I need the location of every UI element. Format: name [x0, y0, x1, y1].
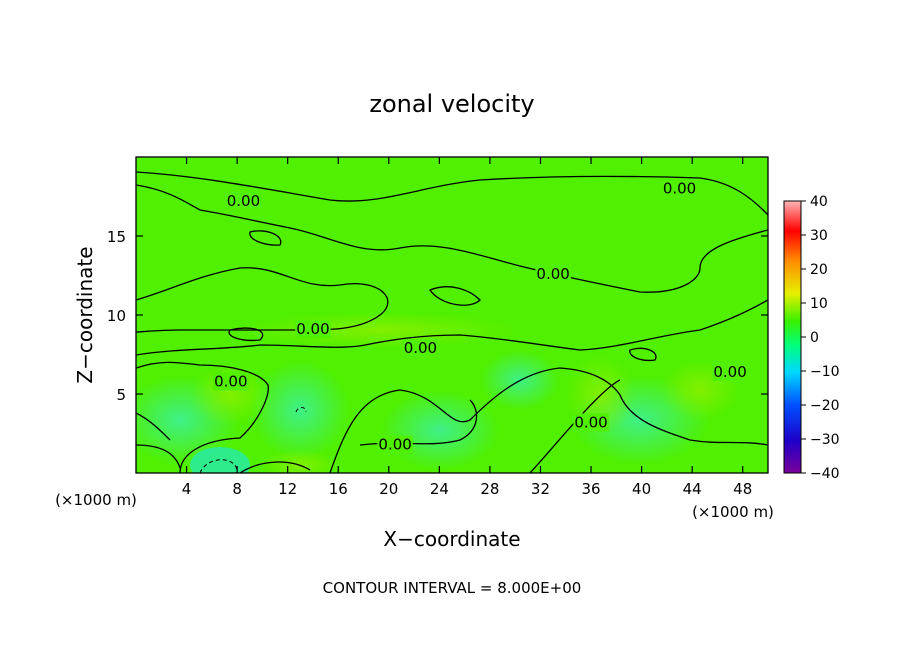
colorbar-tick-label: −30	[810, 432, 840, 448]
x-tick-label: 28	[480, 480, 499, 498]
contour-label: 0.00	[663, 180, 696, 198]
contour-label-bg	[712, 362, 748, 381]
y-tick-label: 5	[116, 386, 126, 404]
contour-label-bg	[402, 339, 439, 358]
contour-label: 0.00	[214, 372, 247, 390]
x-tick-label: 44	[683, 480, 702, 498]
x-tick-label: 32	[531, 480, 550, 498]
y-axis: 5 10 15	[107, 228, 768, 404]
x-unit-label-left: (×1000 m)	[55, 491, 137, 509]
contour-label-bg	[213, 372, 249, 391]
contour-label-bg	[225, 192, 262, 211]
colorbar-tick-label: −10	[810, 364, 840, 380]
x-axis-label: X−coordinate	[383, 527, 520, 551]
contour-label: 0.00	[296, 320, 329, 338]
colorbar-tick-label: 20	[810, 262, 828, 278]
contour-label-bg	[295, 320, 331, 339]
x-tick-label: 8	[232, 480, 242, 498]
colorbar-tick-label: 10	[810, 296, 828, 312]
chart-title: zonal velocity	[369, 90, 534, 118]
contour-label: 0.00	[227, 192, 260, 210]
x-tick-label: 48	[733, 480, 752, 498]
x-axis: 4 8 12 16 20 24 28 32 36 40 44 48	[182, 157, 752, 498]
negative-contour	[295, 407, 307, 413]
x-tick-label: 12	[278, 480, 297, 498]
x-unit-label-right: (×1000 m)	[692, 503, 774, 521]
velocity-field	[136, 157, 768, 473]
contour-labels: 0.00 0.00 0.00 0.00 0.00 0.00 0.00 0.00 0.00	[213, 179, 748, 454]
x-tick-label: 36	[581, 480, 600, 498]
contour-label: 0.00	[536, 265, 569, 283]
contour-label-bg	[377, 435, 413, 454]
colorbar-tick-label: 40	[810, 194, 828, 210]
x-tick-label: 16	[329, 480, 348, 498]
contour-interval-note: CONTOUR INTERVAL = 8.000E+00	[323, 579, 582, 597]
negative-contour	[199, 459, 238, 473]
colorbar-tick-label: 30	[810, 228, 828, 244]
contour-label: 0.00	[574, 413, 607, 431]
colorbar-tick-label: −40	[810, 466, 840, 482]
contour-label-bg	[535, 264, 571, 283]
contour-label: 0.00	[713, 363, 746, 381]
contour-label: 0.00	[378, 436, 411, 454]
colorbar	[783, 200, 802, 474]
contour-label: 0.00	[404, 339, 437, 357]
colorbar-tick-label: −20	[810, 398, 840, 414]
y-tick-label: 10	[107, 307, 126, 325]
colorbar-ticks: 40 30 20 10 0 −10 −20 −30 −40	[801, 194, 840, 482]
y-tick-label: 15	[107, 228, 126, 246]
contour-label-bg	[661, 179, 698, 198]
x-tick-label: 4	[182, 480, 192, 498]
contour-label-bg	[573, 413, 609, 432]
colorbar-tick-label: 0	[810, 330, 819, 346]
x-tick-label: 20	[379, 480, 398, 498]
y-axis-label: Z−coordinate	[73, 246, 97, 383]
contour-lines	[136, 171, 768, 473]
x-tick-label: 40	[632, 480, 651, 498]
x-tick-label: 24	[430, 480, 449, 498]
